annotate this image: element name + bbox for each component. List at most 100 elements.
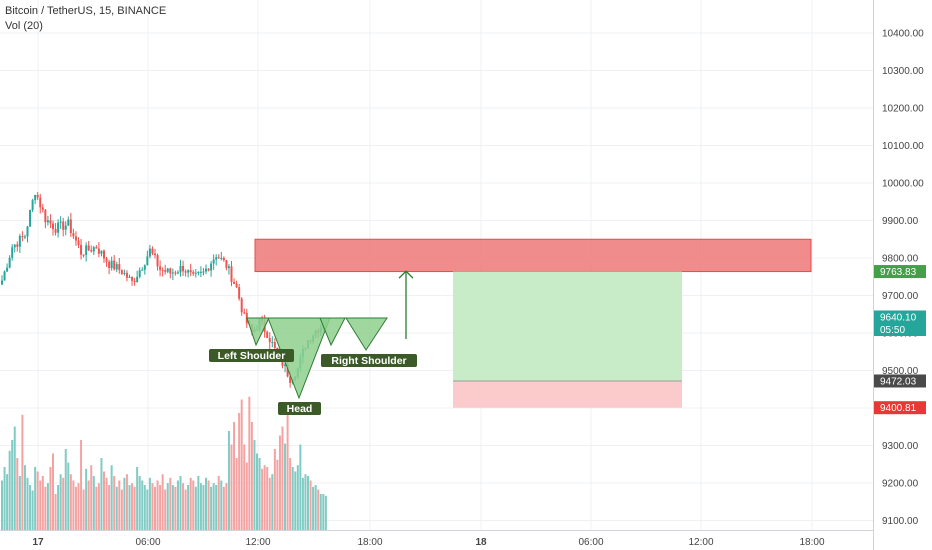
candle (54, 223, 57, 236)
candle (138, 267, 141, 279)
candle (123, 269, 126, 276)
volume-bar (120, 489, 123, 530)
candle (125, 270, 128, 282)
target-arrow[interactable] (398, 270, 414, 339)
volume-bar (304, 474, 307, 530)
candle (16, 241, 19, 252)
volume-bar (314, 485, 317, 530)
volume-bar (154, 486, 156, 530)
volume-bar (110, 465, 113, 530)
candle (100, 250, 103, 257)
candle (44, 208, 47, 229)
volume-bar (194, 486, 197, 530)
volume-bar (23, 465, 26, 530)
volume-bar (299, 444, 302, 530)
volume-bar (21, 414, 24, 530)
candle (240, 296, 243, 316)
volume-bar (169, 477, 172, 530)
volume-indicator-label[interactable]: Vol (20) (5, 20, 43, 32)
price-tick-label: 10300.00 (882, 66, 924, 77)
volume-bar (222, 486, 225, 530)
candle (131, 276, 134, 286)
right-shoulder-label-text: Right Shoulder (331, 355, 406, 367)
candle (184, 269, 187, 277)
candle (238, 283, 241, 301)
volume-bar (151, 483, 154, 530)
candle (215, 254, 218, 266)
volume-bar (97, 483, 100, 530)
volume-bar (108, 485, 111, 530)
volume-bar (225, 483, 228, 530)
price-tick-label: 10100.00 (882, 141, 924, 152)
volume-bar (57, 485, 60, 530)
profit-zone[interactable] (453, 271, 682, 381)
volume-bar (113, 476, 116, 530)
volume-bar (77, 483, 80, 530)
volume-bar (230, 444, 233, 530)
left-shoulder-label[interactable]: Left Shoulder (209, 349, 294, 362)
stop-price-tag: 9400.81 (874, 401, 926, 415)
resistance-zone[interactable] (254, 238, 812, 273)
time-tick-label: 17 (32, 537, 44, 548)
candle (174, 270, 177, 276)
candle (284, 362, 287, 373)
volume-bar (128, 485, 131, 530)
right-shoulder-triangle-1[interactable] (319, 317, 346, 347)
head-label[interactable]: Head (278, 402, 321, 415)
candle (95, 245, 98, 249)
candle (159, 260, 162, 277)
volume-bar (67, 462, 70, 530)
candle (52, 220, 54, 236)
right-shoulder-label[interactable]: Right Shoulder (321, 354, 417, 367)
volume-bar (26, 477, 29, 530)
candle (31, 198, 34, 213)
candle (18, 233, 21, 253)
volume-bar (164, 489, 167, 530)
candle (67, 216, 70, 227)
volume-bar (148, 477, 151, 530)
candle (164, 264, 167, 275)
volume-bar (217, 476, 220, 530)
candle (82, 254, 85, 258)
volume-bar (166, 483, 169, 530)
right-shoulder-triangle-2[interactable] (345, 317, 388, 351)
time-tick-label: 18:00 (799, 537, 824, 548)
candle (210, 261, 213, 277)
entry-price-tag-text: 9472.03 (880, 376, 917, 387)
volume-bar (322, 494, 325, 530)
time-tick-label: 12:00 (688, 537, 713, 548)
volume-bar (179, 476, 182, 530)
symbol-title[interactable]: Bitcoin / TetherUS, 15, BINANCE (5, 5, 167, 17)
volume-bar (317, 489, 320, 530)
volume-bar (156, 480, 159, 530)
volume-bar (238, 413, 241, 530)
price-tick-label: 9900.00 (882, 216, 919, 227)
candle (113, 255, 116, 271)
time-tick-label: 06:00 (135, 537, 160, 548)
volume-bar (199, 483, 202, 530)
time-axis[interactable]: 17 06:00 12:00 18:00 18 06:00 12:00 18:00 (0, 530, 873, 550)
left-shoulder-triangle[interactable] (246, 317, 270, 347)
candle (62, 217, 65, 237)
candle (205, 264, 207, 275)
candle (243, 308, 246, 315)
volume-bar (69, 474, 72, 530)
stop-loss-zone[interactable] (453, 380, 682, 408)
candle (233, 278, 236, 285)
candle (230, 260, 233, 287)
volume-bar (105, 477, 108, 530)
volume-bar (29, 485, 32, 530)
volume-bar (34, 467, 37, 530)
candle (207, 268, 210, 272)
candle (11, 244, 14, 261)
candle (266, 330, 269, 339)
volume-bar (284, 443, 287, 530)
candle (199, 266, 202, 278)
candle (169, 267, 172, 279)
candle (120, 269, 123, 275)
volume-bar (123, 477, 126, 530)
candle (57, 219, 60, 238)
volume-bar (100, 458, 103, 530)
head-label-text: Head (287, 403, 313, 415)
